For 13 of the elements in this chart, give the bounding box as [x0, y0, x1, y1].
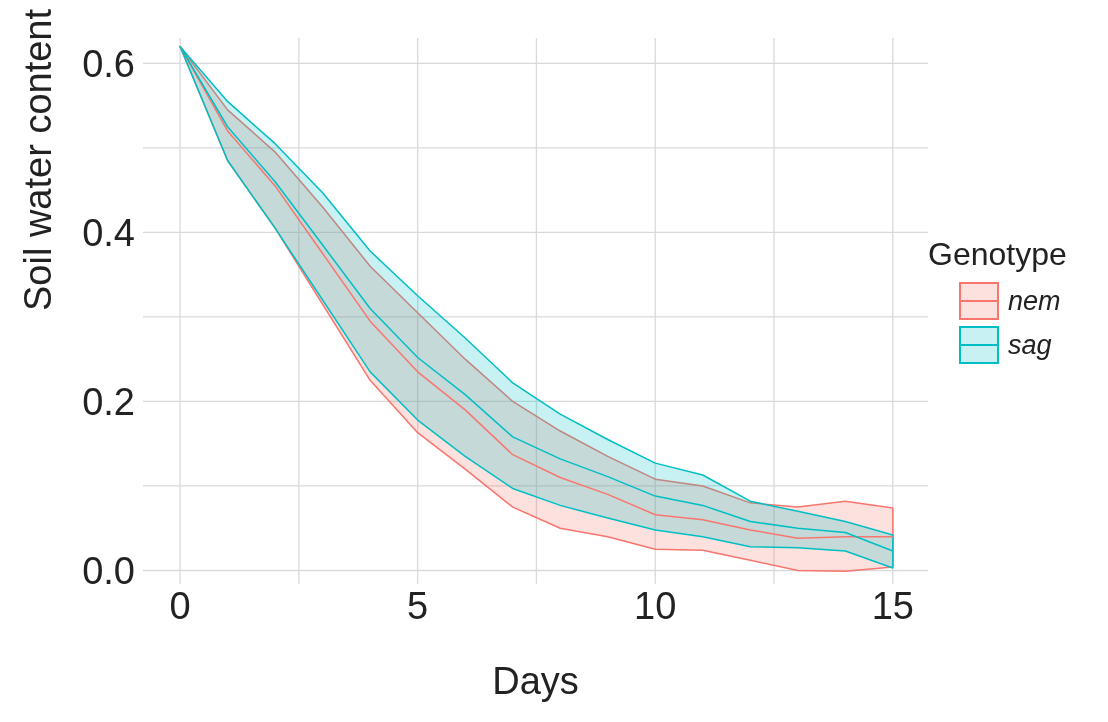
y-tick-label: 0.4 — [82, 211, 135, 254]
x-tick-label: 0 — [169, 584, 191, 627]
x-tick-label: 5 — [407, 584, 429, 627]
y-tick-label: 0.6 — [82, 42, 135, 85]
legend-title: Genotype — [928, 236, 1067, 273]
legend-label: nem — [1008, 285, 1061, 317]
x-tick-label: 10 — [634, 584, 677, 627]
x-axis-title: Days — [492, 660, 579, 702]
y-axis-title: Soil water content — [17, 8, 60, 311]
y-tick-label: 0.2 — [82, 380, 135, 423]
y-tick-label: 0.0 — [82, 549, 135, 592]
x-tick-label: 15 — [871, 584, 914, 627]
legend-label: sag — [1008, 329, 1052, 361]
